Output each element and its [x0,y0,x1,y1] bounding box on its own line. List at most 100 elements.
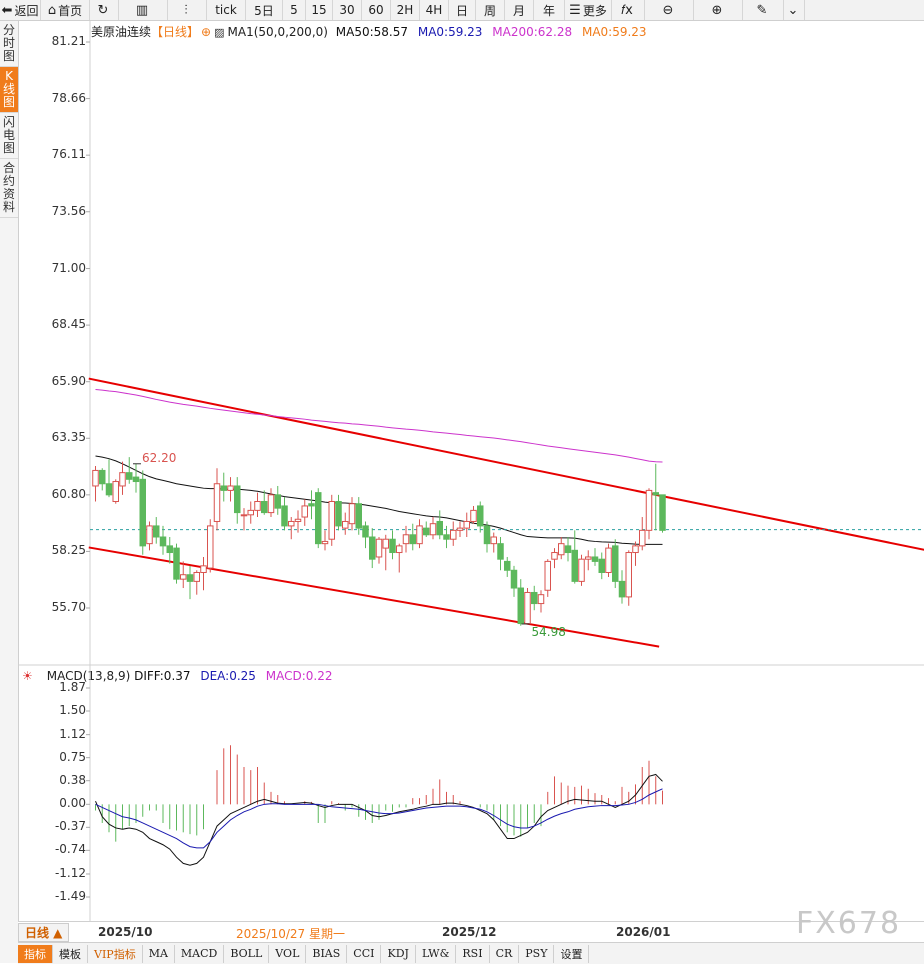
candle-body [308,503,315,507]
settings-gear-icon[interactable]: ⊕ [201,25,212,39]
candle-body [227,485,234,491]
back-arrow-button[interactable]: ⬅ 返回 [0,0,41,20]
toolbar-label: 60 [368,3,384,17]
high-price-label: 62.20 [142,451,176,465]
indicator-tab-PSY[interactable]: PSY [519,944,555,963]
period-60-button[interactable]: 60 [362,0,391,20]
candle-body [639,529,646,547]
candle-body [342,520,349,529]
zoom-in-button[interactable]: ⊕ [694,0,743,20]
indicator-tab-模板[interactable]: 模板 [53,944,88,963]
candle-body [288,520,295,527]
candle-body [531,591,538,605]
candle-body [382,538,389,549]
back-arrow-icon: ⬅ [1,2,13,18]
indicator-tab-设置[interactable]: 设置 [554,944,590,963]
indicator-tab-LW&[interactable]: LW& [416,944,457,963]
candle-body [625,552,632,598]
period-周-button[interactable]: 周 [476,0,505,20]
indicator-icon[interactable]: ▨ [214,26,225,39]
toolbar-label: 5 [290,3,298,17]
zoom-out-button[interactable]: ⊖ [645,0,694,20]
top-toolbar: ⬅ 返回 ⌂ 首页 ↻ ▥ ⫶ tick 5日 5 15 30 60 2H 4H 日周月年 ☰ 更多 𝑓x ⊖ ⊕ ✎ ⌄ [0,0,924,21]
candle-body [612,545,619,582]
macd-tick-label: -0.74 [54,842,86,857]
ma0-value-2: MA0:59.23 [581,25,647,39]
candle-body [105,483,113,496]
candle-body [585,556,592,560]
candle-body [335,501,342,527]
period-5日-button[interactable]: 5日 [246,0,283,20]
menu-button[interactable]: ☰ 更多 [565,0,612,20]
zoom-out-icon: ⊖ [662,2,674,18]
sun-settings-icon[interactable]: ☀ [22,669,33,683]
indicator-tab-RSI[interactable]: RSI [456,944,490,963]
indicator-tab-MACD[interactable]: MACD [175,944,225,963]
period-2H-button[interactable]: 2H [391,0,420,20]
candle-body [261,501,268,514]
sidebar-tab-2[interactable]: 闪电图 [0,113,18,159]
indicator-tab-CR[interactable]: CR [490,944,520,963]
candle-body [234,485,241,514]
period-30-button[interactable]: 30 [333,0,362,20]
macd-value: MACD:0.22 [265,669,333,683]
candle-body [92,469,99,487]
period-月-button[interactable]: 月 [505,0,534,20]
candle-body [463,520,470,529]
candle-body [544,560,551,591]
bar-chart-button[interactable]: ▥ [119,0,168,20]
toolbar-label: tick [215,3,237,17]
price-tick-label: 78.66 [51,90,86,105]
price-tick-label: 60.80 [51,486,86,501]
candle-body [490,536,497,545]
candle-body [294,518,302,522]
period-5-button[interactable]: 5 [283,0,306,20]
period-4H-button[interactable]: 4H [420,0,449,20]
chevron-down-button[interactable]: ⌄ [784,0,805,20]
candle-body [456,527,464,531]
period-tick-button[interactable]: tick [207,0,246,20]
indicator-tab-BOLL[interactable]: BOLL [224,944,270,963]
candle-body [423,527,430,536]
candle-body [362,525,369,538]
ma-params: MA1(50,0,200,0) [227,25,328,39]
candle-body [328,501,335,540]
candle-body [146,525,153,545]
candle-body [598,558,605,574]
price-tick-label: 73.56 [51,203,86,218]
refresh-button[interactable]: ↻ [90,0,119,20]
trendline-lower [88,546,660,648]
indicator-tab-指标[interactable]: 指标 [18,944,53,963]
period-toggle-button[interactable]: 日线 ▲ [18,923,70,942]
sidebar-tab-0[interactable]: 分时图 [0,21,18,67]
candle-body [200,565,207,574]
price-tick-label: 55.70 [51,600,86,614]
indicator-tab-VIP指标[interactable]: VIP指标 [88,944,143,963]
indicator-tab-MA[interactable]: MA [143,944,175,963]
macd-tick-label: -1.12 [54,865,86,880]
sidebar-tab-3[interactable]: 合约资料 [0,159,18,218]
indicator-tab-KDJ[interactable]: KDJ [381,944,416,963]
candle-body [159,536,167,547]
candle-body [348,503,356,525]
home-button[interactable]: ⌂ 首页 [41,0,90,20]
candle-body [504,560,511,571]
candle-body [254,501,261,511]
toolbar-label: 返回 [14,3,39,18]
draw-pen-button[interactable]: ✎ [743,0,784,20]
candle-body [517,587,524,625]
candle-button[interactable]: ⫶ [168,0,207,20]
candle-body [355,503,362,529]
period-年-button[interactable]: 年 [534,0,565,20]
indicator-tab-CCI[interactable]: CCI [347,944,382,963]
indicator-tab-BIAS[interactable]: BIAS [306,944,348,963]
candle-body [119,472,126,487]
toolbar-label: 日 [455,3,468,18]
candle-body [186,574,194,582]
indicator-tab-VOL[interactable]: VOL [269,944,307,963]
period-日-button[interactable]: 日 [449,0,476,20]
period-15-button[interactable]: 15 [306,0,333,20]
fx-button[interactable]: 𝑓x [612,0,645,20]
